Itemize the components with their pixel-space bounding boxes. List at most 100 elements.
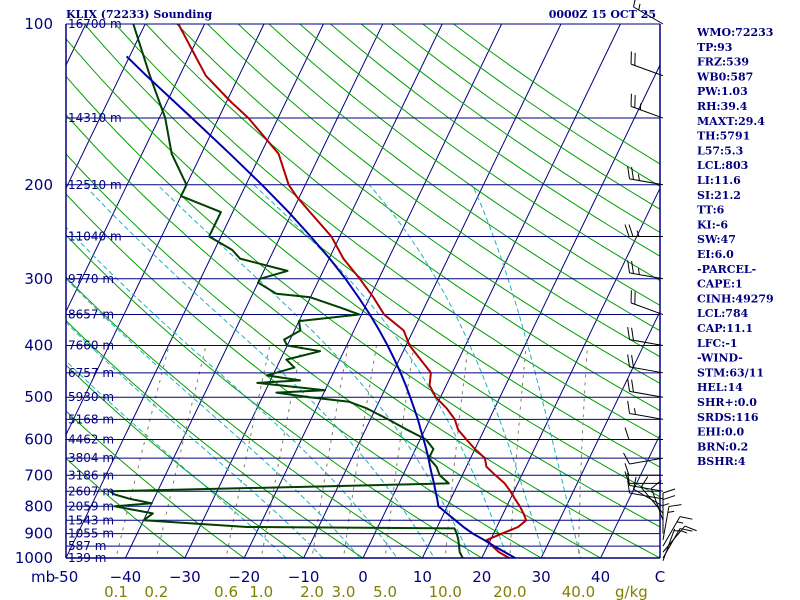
moist-adiabat-line	[66, 277, 361, 558]
mixing-ratio-line	[384, 345, 415, 558]
height-label: 1543 m	[68, 513, 114, 527]
index-entry: PW:1.03	[697, 85, 748, 98]
dry-adiabat-line	[299, 24, 660, 282]
dry-adiabat-line	[207, 24, 660, 358]
height-label: 139 m	[68, 551, 106, 565]
background-grid	[66, 24, 660, 558]
height-label: 4462 m	[68, 433, 114, 447]
index-entry: EI:6.0	[697, 248, 734, 261]
temperature-tick-label: 10	[413, 568, 432, 586]
temperature-tick-label: −30	[169, 568, 201, 586]
mixing-ratio-tick-label: 5.0	[373, 583, 397, 600]
height-label: 5168 m	[68, 412, 114, 426]
plot-frame	[65, 23, 661, 559]
wind-barb	[630, 93, 664, 119]
index-entry: CAP:11.1	[697, 322, 753, 335]
mixing-ratio-line	[225, 345, 271, 558]
moist-adiabat-line	[368, 184, 545, 558]
valid-time: 0000Z 15 OCT 25	[549, 8, 656, 21]
index-entry: CINH:49279	[697, 292, 774, 305]
isotherm-line	[66, 24, 265, 436]
sounding-profiles	[109, 24, 528, 558]
dewpoint-line	[109, 24, 466, 558]
index-entry: BRN:0.2	[697, 440, 748, 453]
temperature-tick-label: −20	[228, 568, 260, 586]
index-entry: HEL:14	[697, 381, 743, 394]
wind-barb	[627, 166, 664, 186]
dry-adiabat-line	[114, 24, 660, 440]
pressure-tick-label: 400	[24, 337, 53, 355]
index-entry: CAPE:1	[697, 278, 743, 291]
dry-adiabat-line	[66, 364, 305, 558]
wind-barb	[627, 327, 664, 346]
height-label: 6757 m	[68, 366, 114, 380]
moist-adiabat-line	[66, 321, 324, 558]
index-entry: SHR+:0.0	[697, 396, 757, 409]
dry-adiabat-line	[237, 24, 660, 332]
temperature-tick-label: -50	[54, 568, 79, 586]
mixing-ratio-tick-label: 0.1	[104, 583, 128, 600]
dry-adiabat-line	[66, 38, 660, 498]
mixing-ratio-line	[155, 345, 207, 558]
index-entry: LCL:784	[697, 307, 749, 320]
pressure-tick-label: 300	[24, 270, 53, 288]
index-entry: -WIND-	[697, 352, 743, 365]
mixing-ratio-tick-label: 0.6	[214, 583, 238, 600]
height-label: 12510 m	[68, 178, 122, 192]
height-label: 1055 m	[68, 527, 114, 541]
height-label: 3186 m	[68, 468, 114, 482]
mixing-ratio-line	[260, 345, 303, 558]
isotherm-line	[124, 24, 384, 558]
temperature-tick-label: −40	[110, 568, 142, 586]
pressure-tick-label: 500	[24, 388, 53, 406]
index-entry: EHI:0.0	[697, 426, 744, 439]
temperature-tick-label: 30	[532, 568, 551, 586]
index-entry: RH:39.4	[697, 100, 748, 113]
dry-adiabat-line	[66, 75, 660, 528]
mixing-ratio-tick-label: 0.2	[144, 583, 168, 600]
moist-adiabat-line	[83, 184, 435, 558]
wind-barb	[630, 51, 664, 77]
temperature-tick-label: 40	[591, 568, 610, 586]
height-label: 5930 m	[68, 390, 114, 404]
wind-barb	[630, 290, 664, 316]
height-label: 587 m	[68, 539, 106, 553]
index-entry: SRDS:116	[697, 411, 759, 424]
isotherm-line	[243, 24, 503, 558]
mixing-ratio-tick-label: 10.0	[429, 583, 462, 600]
pressure-tick-label: 900	[24, 525, 53, 543]
mixing-ratio-line	[509, 345, 527, 558]
pressure-tick-label: 800	[24, 497, 53, 515]
isotherm-line	[66, 24, 206, 313]
wind-barb	[650, 480, 664, 521]
wind-barb	[627, 354, 664, 374]
mixing-ratio-line	[115, 345, 170, 558]
dry-adiabat-line	[66, 457, 186, 558]
isotherm-line	[421, 63, 660, 558]
moist-adiabat-line	[157, 184, 472, 558]
wind-barb	[662, 516, 693, 547]
index-entry: L57:5.3	[697, 144, 743, 157]
isotherm-line	[362, 24, 621, 558]
wind-barbs	[623, 0, 697, 561]
height-label: 11040 m	[68, 229, 122, 243]
index-entry: -PARCEL-	[697, 263, 756, 276]
wind-barb	[624, 463, 663, 476]
wind-barb	[623, 452, 664, 465]
moist-adiabat-line	[66, 360, 287, 558]
index-entry: TT:6	[697, 204, 725, 217]
wind-barb	[627, 480, 664, 500]
mixing-ratio-line	[342, 345, 377, 558]
height-label: 16700 m	[68, 17, 122, 31]
index-entry: LI:11.6	[697, 174, 741, 187]
temperature-tick-label: −10	[288, 568, 320, 586]
dry-adiabat-line	[66, 276, 424, 558]
moist-adiabat-line	[66, 226, 398, 558]
dry-adiabat-line	[268, 24, 660, 306]
height-label: 14310 m	[68, 111, 122, 125]
height-label: 9770 m	[68, 272, 114, 286]
index-entry: LFC:-1	[697, 337, 738, 350]
index-entry: SI:21.2	[697, 189, 741, 202]
isotherm-line	[481, 187, 660, 558]
